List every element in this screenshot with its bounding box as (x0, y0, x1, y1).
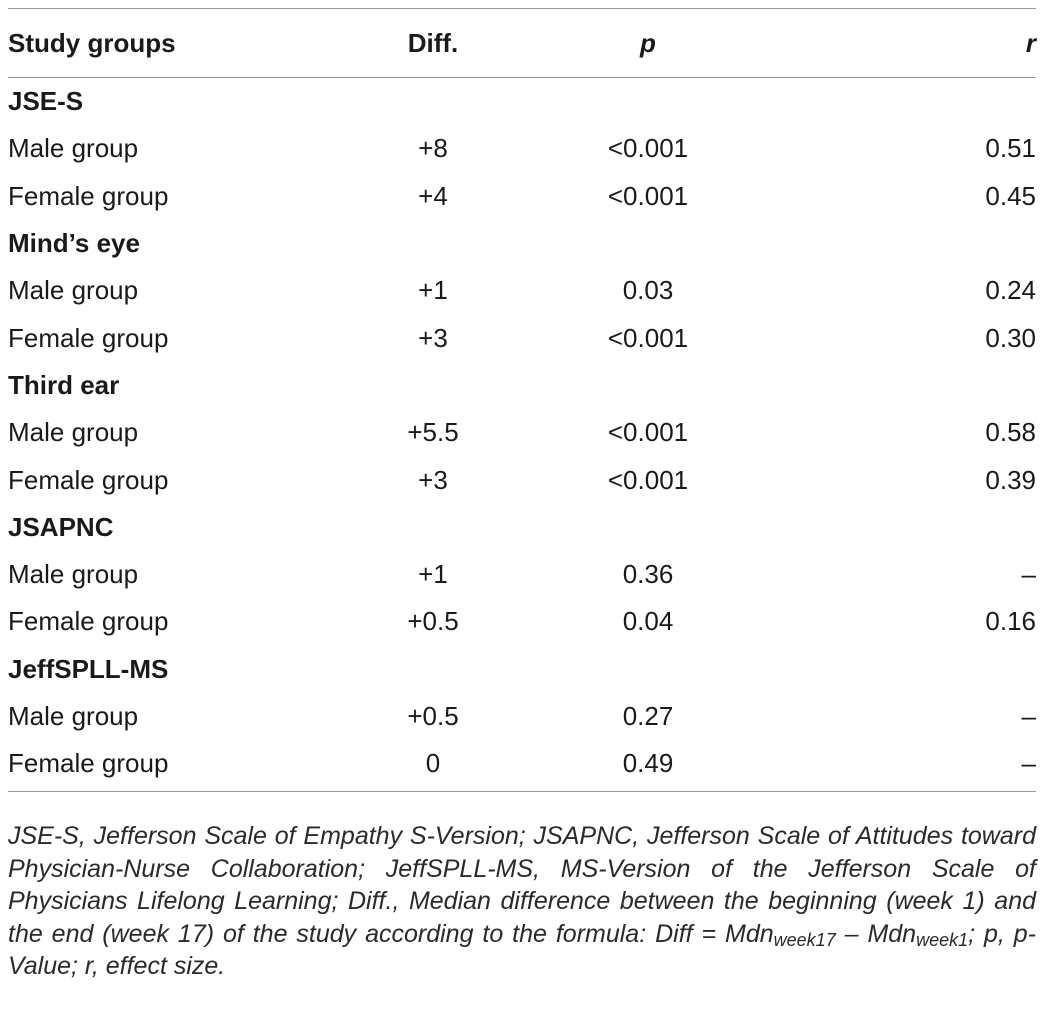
diff-cell: +1 (418, 275, 448, 306)
section-row-jeffspll-ms: JeffSPLL-MS (8, 646, 1036, 693)
r-cell: 0.30 (985, 322, 1036, 353)
r-cell: 0.39 (985, 464, 1036, 495)
group-cell: Female group (8, 464, 169, 495)
header-r: r (1025, 27, 1036, 58)
results-table-container: Study groups Diff. p r JSE-S Male group … (8, 8, 1036, 793)
table-row: Male group +5.5 <0.001 0.58 (8, 409, 1036, 456)
p-cell: <0.001 (607, 417, 689, 448)
header-p: p (640, 27, 656, 58)
footnote-text: JSE-S, Jefferson Scale of Empathy S-Vers… (8, 822, 1036, 948)
p-cell: 0.27 (622, 701, 674, 731)
table-row: Male group +0.5 0.27 – (8, 693, 1036, 740)
section-title: JSE-S (8, 86, 84, 117)
section-row-jsapnc: JSAPNC (8, 504, 1036, 551)
p-cell: 0.36 (622, 559, 674, 590)
footnote-subscript-week17: week17 (773, 929, 836, 950)
header-diff: Diff. (407, 27, 459, 58)
p-cell: <0.001 (607, 133, 689, 164)
diff-cell: +8 (418, 133, 448, 164)
group-cell: Male group (8, 701, 139, 731)
group-cell: Male group (8, 275, 139, 306)
footnote-mid: – Mdn (835, 919, 917, 948)
diff-cell: 0 (425, 748, 441, 779)
diff-cell: +5.5 (407, 417, 459, 448)
r-cell: – (1021, 748, 1036, 779)
table-header-row: Study groups Diff. p r (8, 8, 1036, 78)
table-row: Female group +3 <0.001 0.30 (8, 314, 1036, 361)
p-cell: <0.001 (607, 180, 689, 211)
group-cell: Male group (8, 417, 139, 448)
diff-cell: +1 (418, 559, 448, 590)
table-row: Male group +1 0.36 – (8, 551, 1036, 598)
p-cell: 0.03 (622, 275, 674, 306)
p-cell: <0.001 (607, 322, 689, 353)
r-cell: 0.16 (985, 606, 1036, 637)
table-row: Female group +3 <0.001 0.39 (8, 456, 1036, 503)
diff-cell: +0.5 (407, 701, 459, 731)
r-cell: – (1021, 701, 1036, 731)
p-cell: 0.49 (622, 748, 674, 779)
diff-cell: +0.5 (407, 606, 459, 637)
r-cell: 0.45 (985, 180, 1036, 211)
diff-cell: +4 (418, 180, 448, 211)
table-footnote: JSE-S, Jefferson Scale of Empathy S-Vers… (8, 820, 1036, 983)
diff-cell: +3 (418, 322, 448, 353)
p-cell: <0.001 (607, 464, 689, 495)
table-row: Male group +1 0.03 0.24 (8, 267, 1036, 314)
group-cell: Female group (8, 322, 169, 353)
r-cell: 0.24 (985, 275, 1036, 306)
section-row-minds-eye: Mind’s eye (8, 220, 1036, 267)
results-table: Study groups Diff. p r JSE-S Male group … (8, 8, 1036, 791)
r-cell: – (1021, 559, 1036, 590)
group-cell: Male group (8, 133, 139, 164)
section-title: JeffSPLL-MS (8, 653, 169, 684)
group-cell: Male group (8, 559, 139, 590)
footnote-subscript-week1: week1 (916, 929, 969, 950)
r-cell: 0.51 (985, 133, 1036, 164)
section-title: Third ear (8, 369, 120, 400)
table-row: Female group +4 <0.001 0.45 (8, 173, 1036, 220)
group-cell: Female group (8, 180, 169, 211)
table-row: Male group +8 <0.001 0.51 (8, 125, 1036, 172)
footnote-tail: ; p, p-Value; r, effect size. (8, 919, 1036, 981)
p-cell: 0.04 (622, 606, 674, 637)
section-title: Mind’s eye (8, 228, 140, 259)
table-row: Female group +0.5 0.04 0.16 (8, 598, 1036, 645)
section-row-jse-s: JSE-S (8, 78, 1036, 126)
r-cell: 0.58 (985, 417, 1036, 448)
section-row-third-ear: Third ear (8, 362, 1036, 409)
group-cell: Female group (8, 748, 169, 779)
table-row: Female group 0 0.49 – (8, 740, 1036, 791)
header-study-groups: Study groups (8, 27, 176, 58)
section-title: JSAPNC (8, 511, 114, 542)
diff-cell: +3 (418, 464, 448, 495)
table-bottom-rule (8, 791, 1036, 793)
group-cell: Female group (8, 606, 169, 637)
